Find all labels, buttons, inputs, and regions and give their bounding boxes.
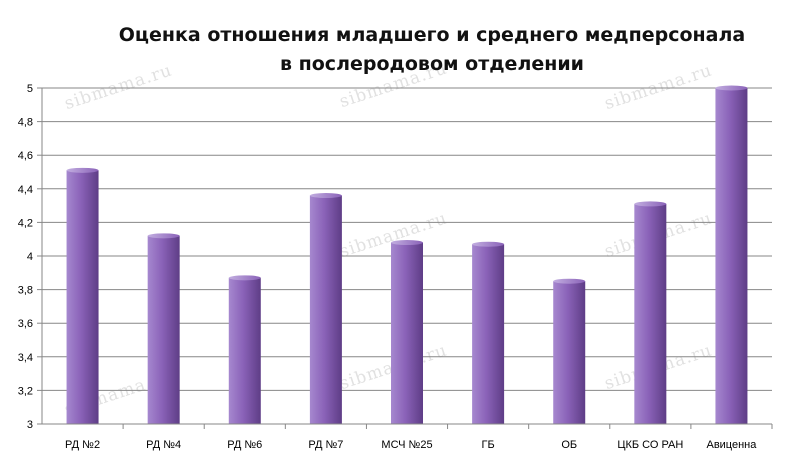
- bar-top: [472, 241, 505, 247]
- y-tick-label: 3,4: [18, 352, 33, 364]
- bar: [553, 278, 586, 424]
- bar-top: [309, 193, 342, 199]
- bar: [391, 240, 423, 424]
- bar-body: [228, 277, 261, 424]
- bar-body: [472, 244, 505, 424]
- bar-top: [391, 240, 423, 246]
- x-category-label: ЦКБ СО РАН: [617, 439, 683, 451]
- bar-top: [715, 85, 748, 91]
- bar: [634, 201, 667, 424]
- bar-body: [715, 88, 748, 424]
- x-category-label: ОБ: [561, 439, 577, 451]
- watermark-text: sibmama.ru: [602, 60, 715, 114]
- x-category-label: ГБ: [482, 439, 495, 451]
- y-tick-label: 4,2: [18, 217, 33, 229]
- bars: [66, 85, 748, 424]
- bar: [309, 193, 342, 424]
- y-tick-label: 3,2: [18, 385, 33, 397]
- bar-body: [66, 170, 99, 424]
- x-category-label: РД №2: [65, 439, 100, 451]
- y-tick-label: 4,8: [18, 117, 33, 129]
- x-category-label: РД №6: [227, 439, 262, 451]
- y-tick-label: 3,6: [18, 318, 33, 330]
- bar: [715, 85, 748, 424]
- bar-top: [66, 167, 99, 173]
- x-category-label: Авиценна: [706, 439, 757, 451]
- watermark-text: sibmama.ru: [62, 60, 175, 114]
- x-category-label: МСЧ №25: [381, 439, 432, 451]
- bar-top: [553, 278, 586, 284]
- chart-title: Оценка отношения младшего и среднего мед…: [119, 24, 745, 46]
- bar-body: [147, 235, 180, 424]
- bar: [472, 241, 505, 424]
- y-axis-ticks: 3 3,2 3,4 3,6 3,8 4 4,2 4,4 4,6 4,8 5: [18, 83, 42, 431]
- y-tick-label: 4,4: [18, 184, 33, 196]
- chart-subtitle: в послеродовом отделении: [280, 53, 584, 75]
- y-tick-label: 4,6: [18, 150, 33, 162]
- bar-body: [391, 242, 423, 424]
- x-category-label: РД №4: [146, 439, 181, 451]
- bar-top: [147, 233, 180, 239]
- bar-body: [634, 203, 667, 424]
- y-tick-label: 3,8: [18, 285, 33, 297]
- bar-top: [228, 275, 261, 281]
- bar: [66, 167, 99, 424]
- bar: [147, 233, 180, 424]
- y-tick-label: 3: [27, 419, 33, 431]
- bar-top: [634, 201, 667, 207]
- x-axis-categories: РД №2 РД №4 РД №6 РД №7 МСЧ №25 ГБ ОБ ЦКБ СО РА…: [65, 424, 773, 451]
- y-tick-label: 5: [27, 83, 33, 95]
- bar-body: [553, 281, 586, 424]
- bar-body: [309, 195, 342, 424]
- x-category-label: РД №7: [308, 439, 343, 451]
- bar: [228, 275, 261, 424]
- y-tick-label: 4: [27, 251, 33, 263]
